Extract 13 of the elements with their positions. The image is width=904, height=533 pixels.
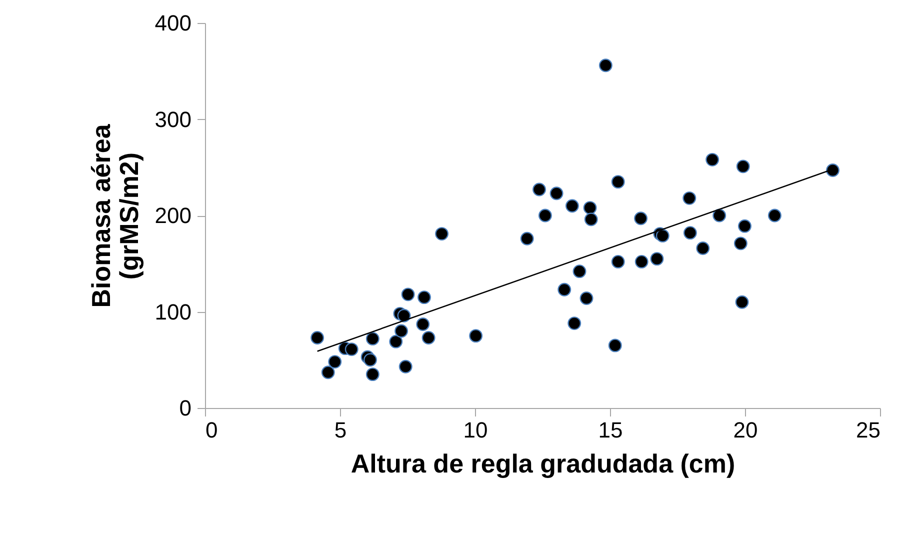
- y-axis-title: Biomasa aérea (grMS/m2): [86, 124, 144, 308]
- x-tick-label: 20: [733, 418, 758, 442]
- x-tick-label: 25: [856, 418, 880, 442]
- y-tick-label: 0: [179, 396, 192, 420]
- x-tick-label: 0: [206, 418, 218, 442]
- y-tick-label: 200: [154, 203, 192, 228]
- y-tick-label: 300: [154, 106, 192, 132]
- x-axis-title: Altura de regla gradudada (cm): [350, 448, 736, 478]
- x-tick-label: 10: [463, 418, 488, 442]
- x-tick-label: 15: [598, 418, 623, 442]
- x-tick-label: 5: [334, 418, 347, 442]
- y-tick-label: 100: [154, 299, 192, 324]
- y-tick-label: 400: [154, 10, 192, 36]
